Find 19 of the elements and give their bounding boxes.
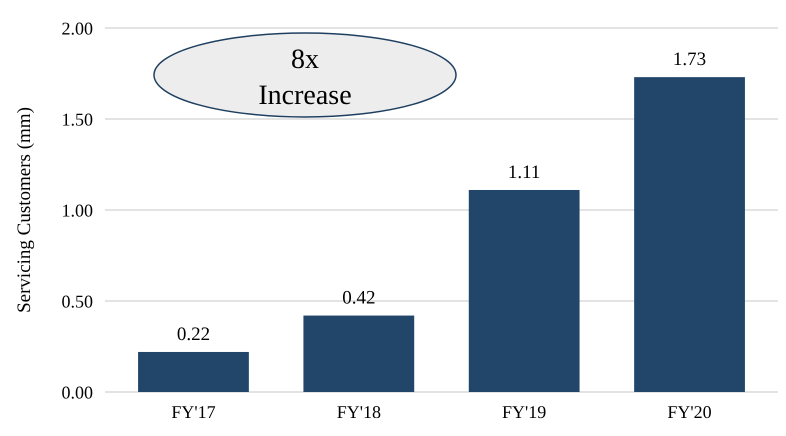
bar	[138, 352, 249, 392]
y-tick-label: 1.00	[62, 200, 93, 220]
data-label: 0.42	[342, 288, 376, 309]
data-label: 1.11	[508, 162, 540, 183]
x-tick-label: FY'17	[171, 402, 216, 422]
y-tick-label: 0.50	[62, 291, 93, 312]
annotation: 8x Increase	[258, 44, 352, 111]
x-tick-label: FY'19	[502, 402, 546, 422]
bar	[468, 190, 580, 392]
x-tick-label: FY'20	[667, 402, 712, 422]
y-tick-label: 1.50	[62, 109, 93, 130]
bar	[634, 77, 745, 392]
data-label: 1.73	[672, 49, 706, 70]
data-label: 0.22	[176, 324, 210, 345]
x-tick-label: FY'18	[336, 402, 381, 422]
y-tick-label: 2.00	[62, 18, 93, 38]
y-axis-title: Servicing Customers (mm)	[14, 107, 35, 313]
y-tick-label: 0.00	[62, 382, 93, 402]
bar	[303, 316, 414, 392]
